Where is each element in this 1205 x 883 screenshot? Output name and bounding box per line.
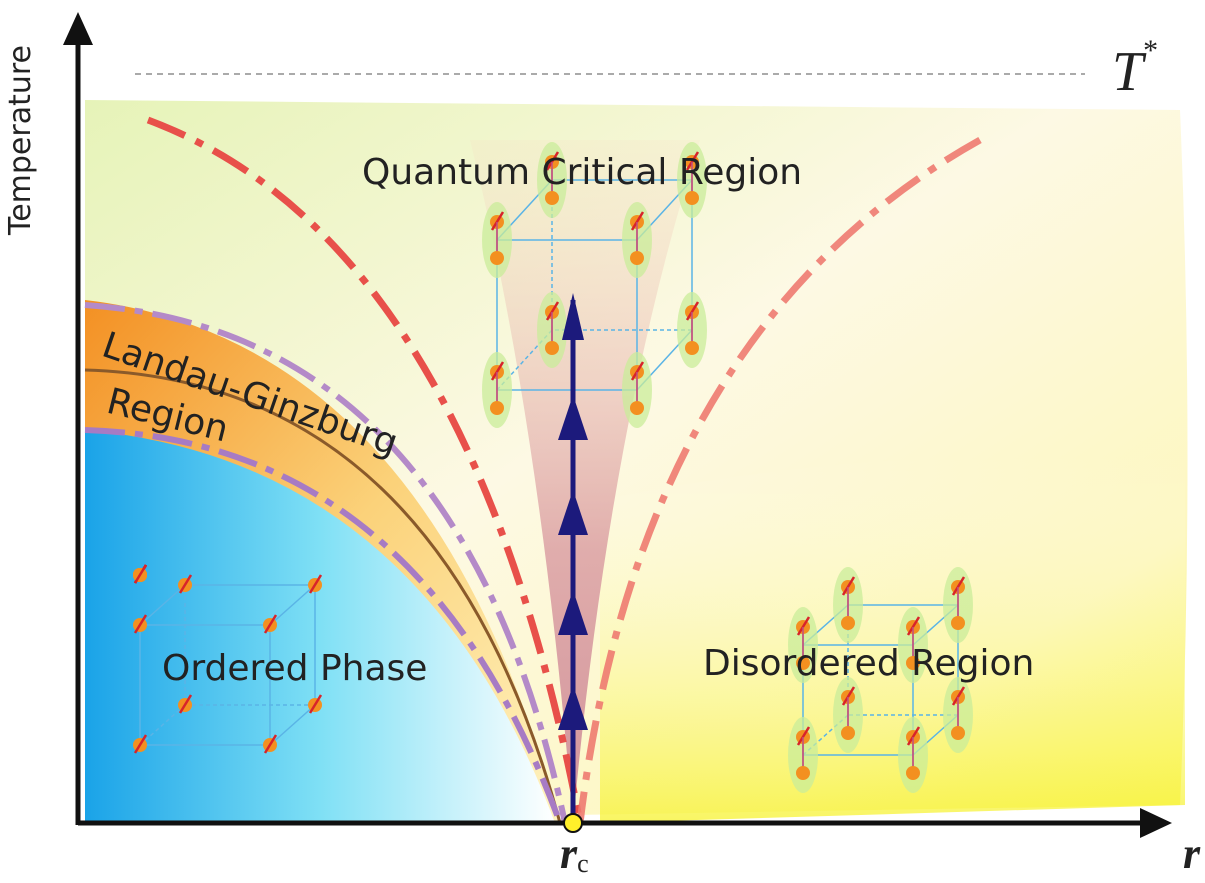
critical-sub: c	[577, 849, 589, 878]
tstar-label: T*	[1112, 34, 1158, 103]
spin	[841, 616, 855, 630]
x-axis-label: r	[1183, 829, 1201, 878]
x-arrow	[1140, 808, 1172, 838]
spin	[685, 341, 699, 355]
spin	[685, 191, 699, 205]
spin	[490, 401, 504, 415]
tstar-base: T	[1112, 41, 1147, 103]
critical-base: r	[560, 829, 578, 878]
region-label: Ordered Phase	[162, 648, 427, 689]
spin	[545, 191, 559, 205]
y-arrow	[63, 12, 93, 45]
spin	[545, 341, 559, 355]
phase-diagram: Temperature r rc T* Quantum Critical Reg…	[0, 0, 1205, 883]
disordered-fill	[600, 455, 1185, 823]
critical-label: rc	[560, 829, 589, 878]
region-label: Quantum Critical Region	[362, 152, 802, 193]
spin	[951, 726, 965, 740]
spin	[630, 401, 644, 415]
spin	[906, 766, 920, 780]
spin	[490, 251, 504, 265]
spin	[951, 616, 965, 630]
spin	[796, 766, 810, 780]
spin	[841, 726, 855, 740]
tstar-sup: *	[1143, 34, 1158, 67]
spin	[630, 251, 644, 265]
region-label: Disordered Region	[703, 643, 1034, 684]
y-axis-label: Temperature	[3, 45, 38, 236]
